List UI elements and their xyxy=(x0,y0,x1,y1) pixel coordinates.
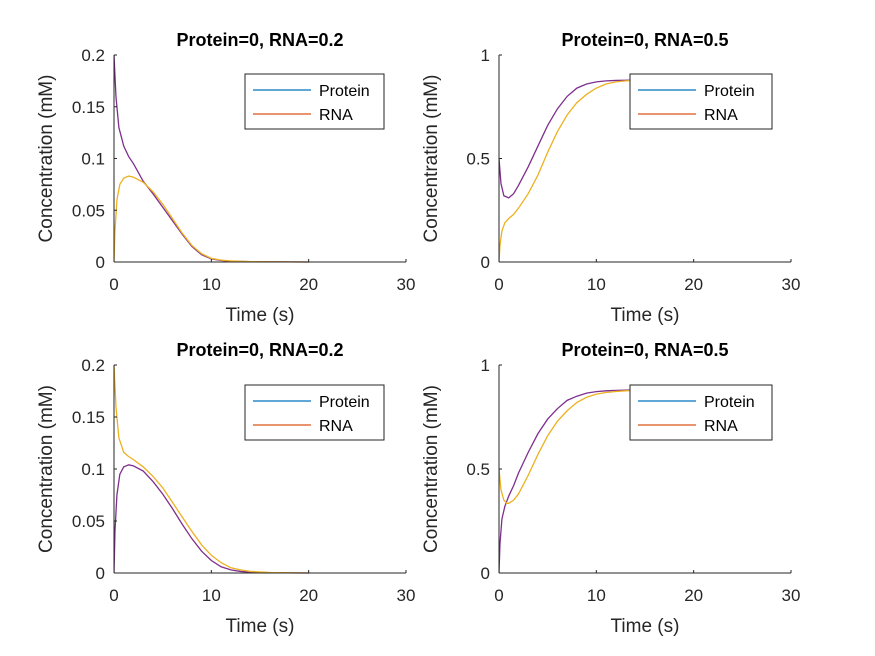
legend: Protein RNA xyxy=(244,384,385,441)
series-line-2 xyxy=(114,175,309,263)
y-tick-label: 0 xyxy=(96,564,105,583)
x-tick-label: 20 xyxy=(684,275,703,294)
y-axis-label: Concentration (mM) xyxy=(421,75,442,243)
y-axis-label: Concentration (mM) xyxy=(36,75,57,243)
y-tick-label: 1 xyxy=(481,46,490,65)
chart-panel-2: 0 10 20 30 0 0.5 1 Protein=0, RNA=0.5 Time (s) Co… xyxy=(421,30,800,326)
x-tick-label: 0 xyxy=(494,275,503,294)
chart-panel-1: 0 10 20 30 0 0.05 0.1 0.15 0.2 Protein=0, RNA=0.2… xyxy=(36,30,415,326)
legend-label-2: RNA xyxy=(704,418,738,435)
y-tick-label: 0.1 xyxy=(81,460,105,479)
legend-box xyxy=(244,384,385,441)
x-tick-label: 0 xyxy=(494,586,503,605)
legend-label-1: Protein xyxy=(704,394,755,411)
x-tick-label: 30 xyxy=(397,275,416,294)
x-tick-label: 10 xyxy=(202,275,221,294)
x-tick-label: 0 xyxy=(109,586,118,605)
x-tick-label: 20 xyxy=(299,275,318,294)
series-line-2 xyxy=(499,79,636,263)
x-tick-label: 20 xyxy=(299,586,318,605)
y-tick-label: 0 xyxy=(481,564,490,583)
y-axis-label: Concentration (mM) xyxy=(36,385,57,553)
chart-panel-3: 0 10 20 30 0 0.05 0.1 0.15 0.2 Protein=0, RNA=0.2… xyxy=(36,340,415,637)
y-tick-label: 0.2 xyxy=(81,46,105,65)
x-axis-label: Time (s) xyxy=(226,616,295,637)
chart-title: Protein=0, RNA=0.2 xyxy=(176,340,343,360)
chart-title: Protein=0, RNA=0.5 xyxy=(561,340,728,360)
legend-label-1: Protein xyxy=(704,83,755,100)
series-line-2 xyxy=(114,364,309,574)
x-tick-label: 30 xyxy=(782,586,801,605)
x-tick-label: 20 xyxy=(684,586,703,605)
legend-box xyxy=(629,73,773,130)
x-tick-label: 30 xyxy=(397,586,416,605)
legend-label-2: RNA xyxy=(319,107,353,124)
y-tick-label: 0 xyxy=(481,253,490,272)
y-tick-label: 1 xyxy=(481,356,490,375)
x-tick-label: 30 xyxy=(782,275,801,294)
y-tick-label: 0.2 xyxy=(81,356,105,375)
legend-label-2: RNA xyxy=(704,107,738,124)
x-axis-label: Time (s) xyxy=(226,305,295,326)
chart-title: Protein=0, RNA=0.5 xyxy=(561,30,728,50)
x-axis-label: Time (s) xyxy=(611,305,680,326)
legend-label-1: Protein xyxy=(319,394,370,411)
legend: Protein RNA xyxy=(629,384,773,441)
y-axis-label: Concentration (mM) xyxy=(421,385,442,553)
x-tick-label: 10 xyxy=(202,586,221,605)
y-tick-label: 0.5 xyxy=(466,460,490,479)
legend: Protein RNA xyxy=(244,73,385,130)
x-tick-label: 0 xyxy=(109,275,118,294)
legend: Protein RNA xyxy=(629,73,773,130)
chart-panel-4: 0 10 20 30 0 0.5 1 Protein=0, RNA=0.5 Time (s) Co… xyxy=(421,340,800,637)
legend-box xyxy=(629,384,773,441)
series-line-1 xyxy=(499,389,636,574)
y-tick-label: 0.15 xyxy=(72,98,105,117)
series-line-1 xyxy=(114,464,309,574)
x-tick-label: 10 xyxy=(587,586,606,605)
y-tick-label: 0.5 xyxy=(466,150,490,169)
legend-label-2: RNA xyxy=(319,418,353,435)
series-line-1 xyxy=(499,79,636,199)
chart-title: Protein=0, RNA=0.2 xyxy=(176,30,343,50)
legend-label-1: Protein xyxy=(319,83,370,100)
y-tick-label: 0.05 xyxy=(72,201,105,220)
y-tick-label: 0.05 xyxy=(72,512,105,531)
y-tick-label: 0.15 xyxy=(72,408,105,427)
y-tick-label: 0.1 xyxy=(81,150,105,169)
series-line-2 xyxy=(499,389,636,504)
x-axis-label: Time (s) xyxy=(611,616,680,637)
legend-box xyxy=(244,73,385,130)
y-tick-label: 0 xyxy=(96,253,105,272)
x-tick-label: 10 xyxy=(587,275,606,294)
